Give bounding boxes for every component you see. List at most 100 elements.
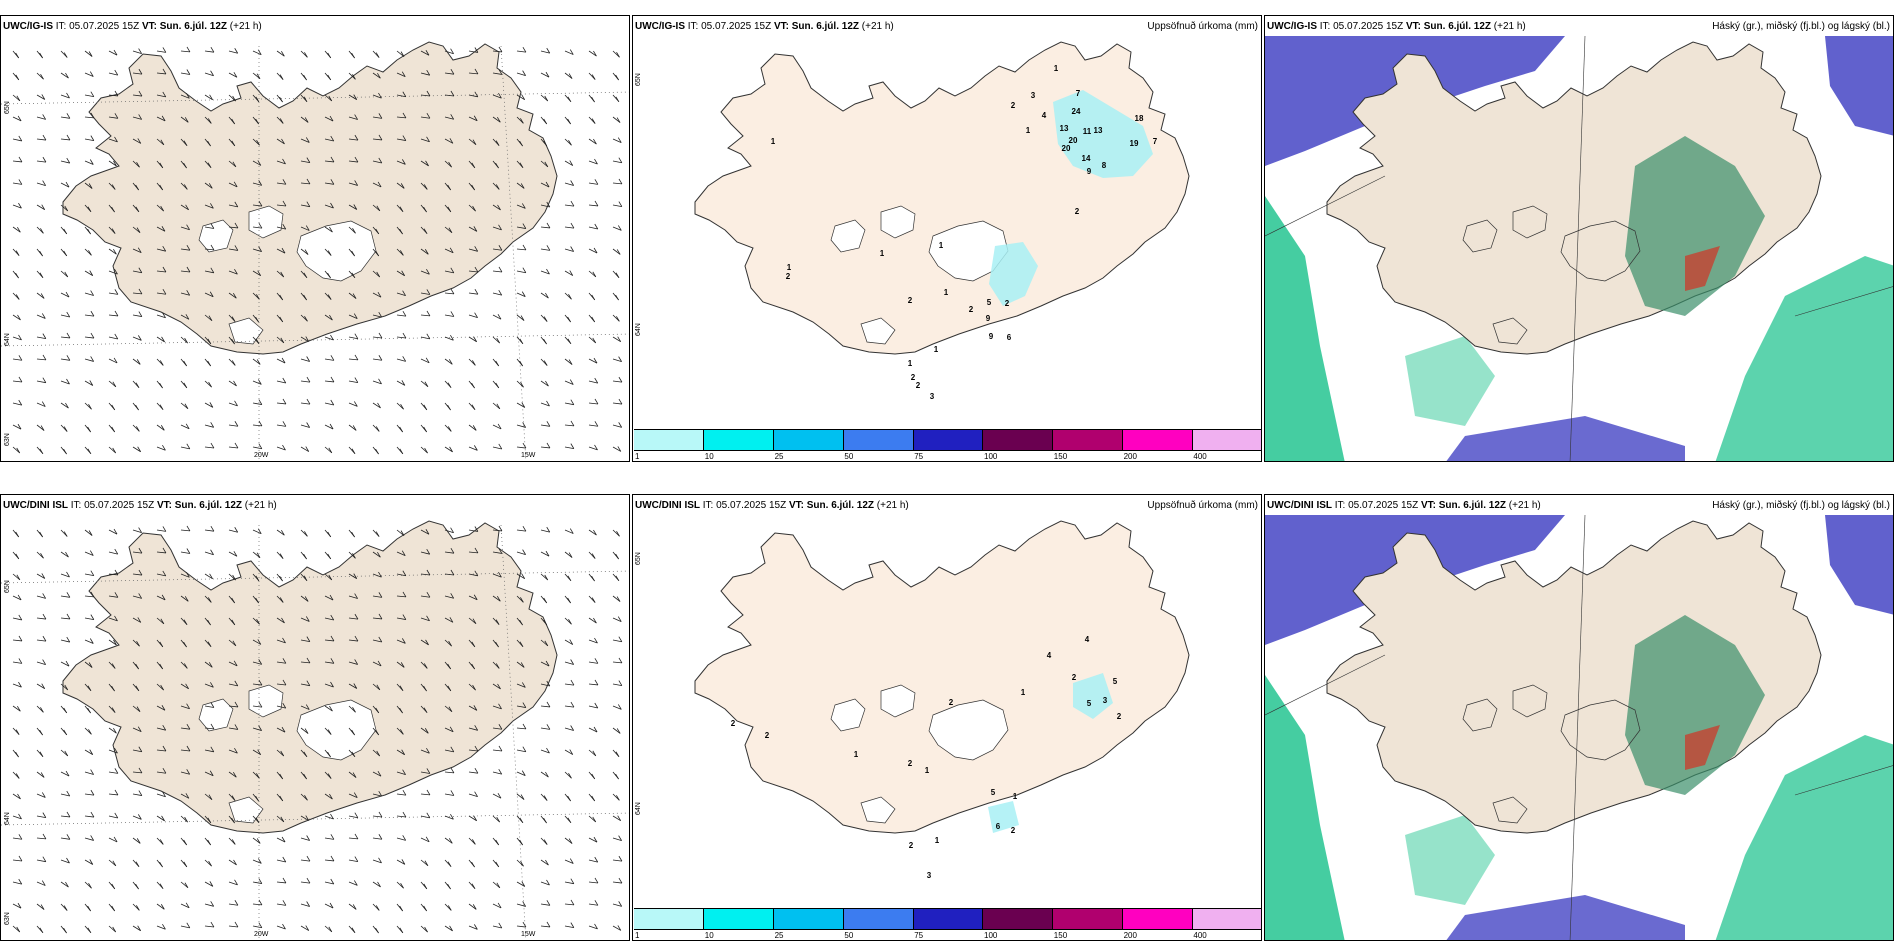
lat-label: 65N [4,101,11,114]
precip-value-label: 2 [916,381,921,390]
glacier [830,698,866,732]
low-cloud-area [1446,895,1685,940]
precip-value-label: 1 [934,345,939,354]
glacier [830,219,866,253]
glacier [248,684,284,718]
low-cloud-area [1446,416,1685,461]
cloud-map [1265,16,1893,461]
lat-label: 63N [4,433,11,446]
cloud-panel-row1: UWC/IG-IS IT: 05.07.2025 15Z VT: Sun. 6.… [1264,15,1894,462]
precip-area [988,801,1019,833]
colorbar-tick-label: 150 [1053,931,1068,940]
lon-label-15w: 15W [521,931,536,938]
precip-area [1073,673,1113,719]
precip-value-label: 13 [1094,126,1103,135]
precip-value-label: 6 [1007,333,1012,342]
precip-value-label: 9 [989,332,994,341]
precip-value-label: 2 [1011,101,1016,110]
colorbar-swatch [703,909,774,929]
precip-value-label: 13 [1060,124,1069,133]
lat-label: 64N [635,323,642,336]
precip-value-label: 11 [1083,127,1092,136]
precip-value-label: 18 [1135,114,1144,123]
cloud-title: Háský (gr.), miðský (fj.bl.) og lágský (… [1712,500,1890,511]
lat-label: 64N [4,333,11,346]
wind-barbs [12,46,623,455]
glacier [198,698,234,732]
precip-value-label: 1 [925,766,930,775]
precip-value-label: 2 [1075,207,1080,216]
panel-header: UWC/DINI ISL IT: 05.07.2025 15Z VT: Sun.… [635,500,909,511]
precip-value-label: 2 [1011,826,1016,835]
lat-label: 64N [4,812,11,825]
precip-value-label: 2 [969,305,974,314]
glacier [228,796,264,824]
colorbar-tick-label: 1 [635,931,640,940]
wind-barbs [12,525,623,934]
cloud-panel-row2: UWC/DINI ISL IT: 05.07.2025 15Z VT: Sun.… [1264,494,1894,941]
low-cloud-area [1825,36,1893,136]
precip-value-label: 1 [1054,64,1059,73]
mid-cloud-area [1265,196,1345,461]
glacier [198,219,234,253]
colorbar-tick-label: 400 [1193,931,1207,940]
precip-value-label: 4 [1047,651,1052,660]
precip-value-label: 1 [787,263,792,272]
precip-area [989,242,1038,306]
precip-value-label: 1 [771,137,776,146]
precip-value-label: 5 [987,298,992,307]
colorbar-swatch [1053,430,1124,450]
precip-colorbar [634,908,1261,930]
precip-value-label: 2 [765,731,770,740]
precip-layer [694,41,1190,355]
colorbar-tick-label: 200 [1123,452,1137,461]
colorbar-tick-label: 25 [774,452,784,461]
panel-header: UWC/DINI ISL IT: 05.07.2025 15Z VT: Sun.… [1267,500,1541,511]
precip-value-label: 2 [908,296,913,305]
precip-value-label: 5 [1113,677,1118,686]
glacier [880,205,916,239]
wind-map [1,520,629,940]
lon-label-20w: 20W [254,452,269,459]
precip-value-label: 7 [1076,89,1081,98]
wind-panel-row1: UWC/IG-IS IT: 05.07.2025 15Z VT: Sun. 6.… [0,15,630,462]
colorbar-swatch [703,430,774,450]
precip-value-label: 2 [1072,673,1077,682]
precip-value-label: 2 [1005,299,1010,308]
glacier [248,205,284,239]
precip-value-label: 1 [935,836,940,845]
colorbar-tick-label: 400 [1193,452,1207,461]
precip-value-label: 3 [1103,696,1108,705]
precip-title: Uppsöfnuð úrkoma (mm) [1147,500,1258,511]
precip-value-label: 1 [908,359,913,368]
panel-header: UWC/IG-IS IT: 05.07.2025 15Z VT: Sun. 6.… [1267,21,1526,32]
precip-value-label: 20 [1062,144,1071,153]
colorbar-tick-label: 100 [984,452,998,461]
cloud-layer [1265,16,1893,461]
precip-panel-row1: UWC/IG-IS IT: 05.07.2025 15Z VT: Sun. 6.… [632,15,1262,462]
precip-value-label: 2 [911,373,916,382]
lat-label: 63N [4,912,11,925]
glacier [296,699,377,761]
iceland-land [694,520,1190,834]
precip-value-label: 3 [1031,91,1036,100]
high-cloud-area [1625,615,1765,795]
lat-label: 64N [635,802,642,815]
precip-value-label: 5 [991,788,996,797]
precip-value-label: 9 [1087,167,1092,176]
colorbar-swatch [1123,909,1194,929]
precip-value-label: 1 [939,241,944,250]
wind-layer [1,520,629,940]
colorbar-tick-label: 50 [844,931,854,940]
precip-value-label: 1 [854,750,859,759]
convective-core [1685,725,1720,770]
colorbar-tick-label: 200 [1123,931,1137,940]
iceland-land [62,41,558,355]
precip-value-label: 2 [909,841,914,850]
colorbar-swatch [1193,430,1261,450]
precip-value-label: 2 [1117,712,1122,721]
precip-value-label: 1 [880,249,885,258]
glacier [928,699,1009,761]
